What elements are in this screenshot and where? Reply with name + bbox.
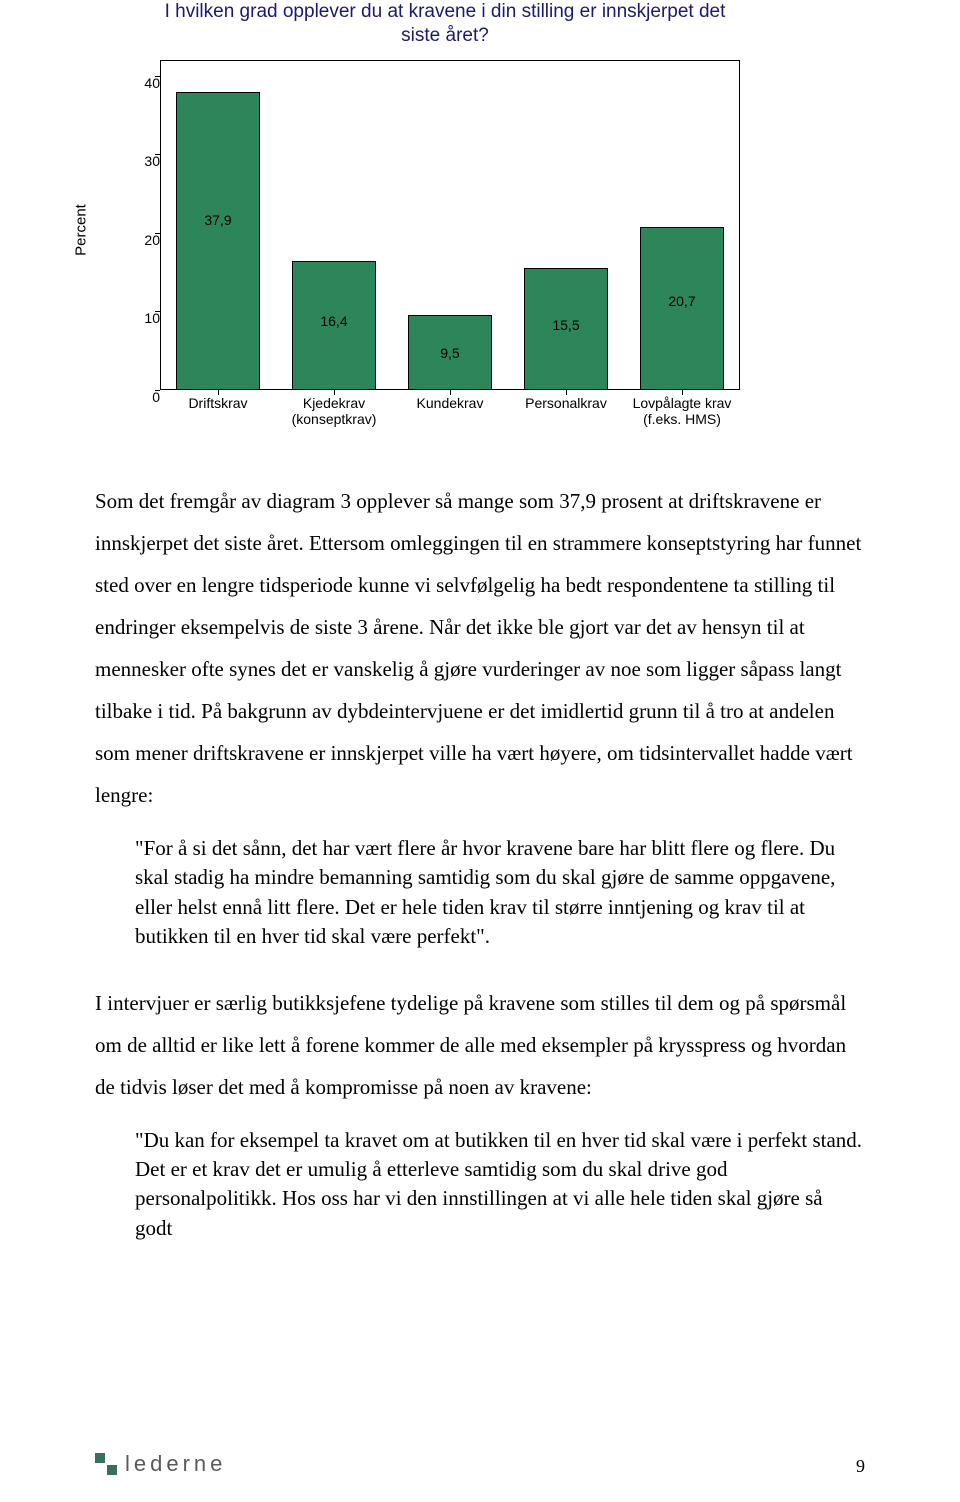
chart-bar-value-label: 16,4 [293, 313, 375, 329]
logo-text: lederne [125, 1451, 226, 1477]
chart-x-tick-label: Driftskrav [160, 395, 276, 411]
chart-bar-value-label: 15,5 [525, 317, 607, 333]
chart-title: I hvilken grad opplever du at kravene i … [75, 0, 755, 48]
chart-x-tick-label: Kundekrav [392, 395, 508, 411]
chart-y-tick-label: 20 [130, 232, 160, 248]
paragraph-2: I intervjuer er særlig butikksjefene tyd… [95, 982, 865, 1108]
chart-bar-value-label: 9,5 [409, 345, 491, 361]
logo: lederne [95, 1451, 226, 1477]
chart-y-tick-label: 0 [130, 389, 160, 405]
page-number: 9 [856, 1456, 865, 1477]
chart-y-ticks: 010203040 [125, 60, 160, 390]
chart-x-tick-label: Lovpålagte krav (f.eks. HMS) [624, 395, 740, 427]
quote-2: "Du kan for eksempel ta kravet om at but… [135, 1126, 865, 1244]
chart-y-tick-label: 30 [130, 153, 160, 169]
chart-bar: 15,5 [524, 268, 608, 390]
quote-1: "For å si det sånn, det har vært flere å… [135, 834, 865, 952]
chart-x-tick-label: Kjedekrav (konseptkrav) [276, 395, 392, 427]
chart-bar: 20,7 [640, 227, 724, 390]
chart-bar: 16,4 [292, 261, 376, 390]
paragraph-1: Som det fremgår av diagram 3 opplever så… [95, 480, 865, 816]
bar-chart: I hvilken grad opplever du at kravene i … [75, 0, 755, 460]
chart-bar-value-label: 37,9 [177, 212, 259, 228]
chart-bar: 9,5 [408, 315, 492, 390]
chart-y-tick-label: 10 [130, 310, 160, 326]
chart-x-tick-label: Personalkrav [508, 395, 624, 411]
chart-bar-value-label: 20,7 [641, 293, 723, 309]
chart-bar: 37,9 [176, 92, 260, 390]
chart-y-tick-label: 40 [130, 75, 160, 91]
logo-icon [95, 1453, 117, 1475]
chart-bars: 37,9 16,4 9,5 15,5 20,7 [160, 60, 740, 390]
chart-y-axis-label: Percent [72, 204, 89, 256]
